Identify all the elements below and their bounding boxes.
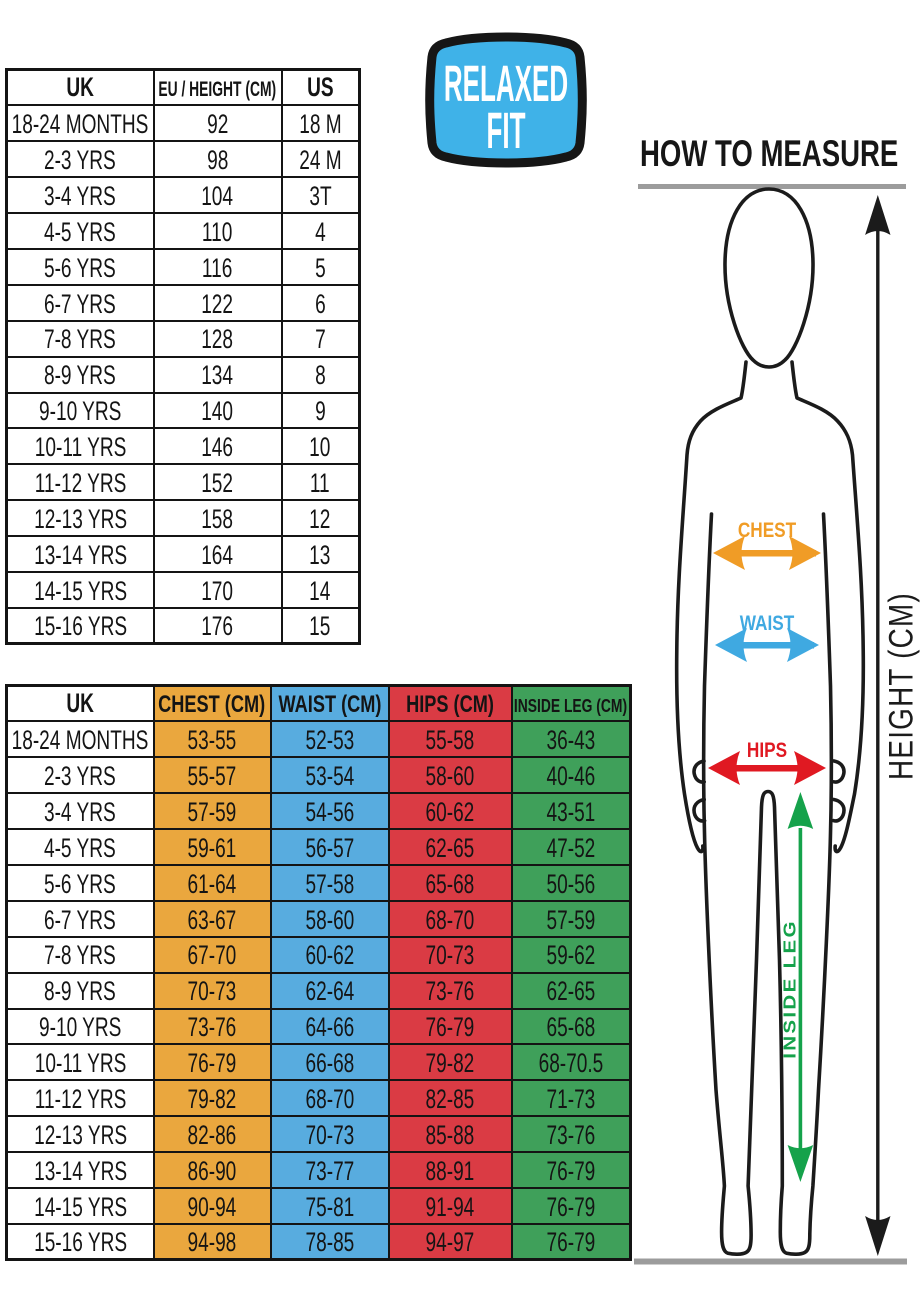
- svg-text:CHEST: CHEST: [738, 520, 797, 543]
- svg-text:HEIGHT (CM): HEIGHT (CM): [882, 592, 920, 780]
- svg-text:INSIDE LEG: INSIDE LEG: [780, 919, 800, 1059]
- svg-text:RELAXED: RELAXED: [444, 54, 568, 112]
- svg-text:WAIST: WAIST: [740, 613, 795, 636]
- svg-text:FIT: FIT: [487, 101, 526, 159]
- svg-text:HIPS: HIPS: [747, 740, 787, 763]
